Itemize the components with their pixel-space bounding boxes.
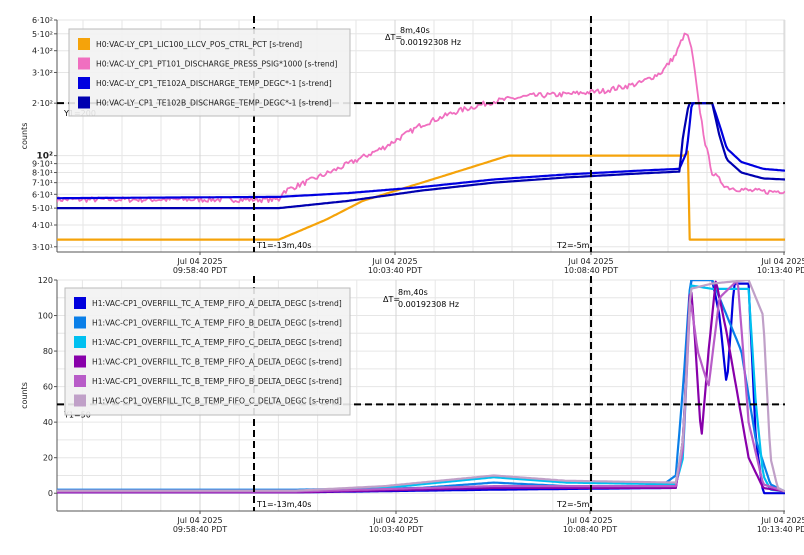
x-tick-label: Jul 04 2025 10:03:40 PDT	[368, 257, 422, 275]
legend-swatch	[78, 96, 90, 109]
legend-swatch	[74, 394, 86, 407]
y-tick-label: 4·10²	[32, 47, 53, 56]
x-tick-label: Jul 04 2025 09:58:40 PDT	[173, 257, 227, 275]
legend-entry[interactable]: H1:VAC-CP1_OVERFILL_TC_A_TEMP_FIFO_C_DEL…	[92, 338, 342, 347]
y-tick-label: 3·10²	[32, 68, 53, 77]
legend-entry[interactable]: H0:VAC-LY_CP1_TE102A_DISCHARGE_TEMP_DEGC…	[96, 79, 332, 88]
series-line-1	[57, 150, 785, 241]
legend-swatch	[74, 375, 86, 387]
legend-swatch	[74, 336, 86, 348]
legend-entry[interactable]: H0:VAC-LY_CP1_LIC100_LLCV_POS_CTRL_PCT […	[96, 40, 302, 49]
y-tick-label: 80	[43, 347, 53, 356]
legend-swatch	[78, 38, 90, 50]
y-axis-label: counts	[20, 123, 29, 150]
y-tick-label: 2·10²	[32, 99, 53, 108]
cursor-t1-label: T1=-13m,40s	[256, 500, 311, 509]
plot-panel-2: 0 20 40 60 80 100 120 counts Jul 04 2025 09:58:40…	[20, 276, 804, 534]
cursor-t1-label: T1=-13m,40s	[256, 241, 311, 250]
y-tick-label: 100	[38, 312, 53, 321]
legend[interactable]: H0:VAC-LY_CP1_LIC100_LLCV_POS_CTRL_PCT […	[68, 28, 351, 117]
y-tick-label: 60	[43, 383, 53, 392]
y-tick-label: 3·10¹	[32, 243, 53, 252]
legend-entry[interactable]: H0:VAC-LY_CP1_TE102B_DISCHARGE_TEMP_DEGC…	[96, 99, 332, 108]
y-tick-label: 120	[38, 276, 53, 285]
y-tick-label: 9·10¹	[32, 160, 53, 169]
legend-entry[interactable]: H1:VAC-CP1_OVERFILL_TC_B_TEMP_FIFO_C_DEL…	[92, 397, 342, 406]
legend-box	[68, 28, 351, 117]
x-tick-label: Jul 04 2025 09:58:40 PDT	[173, 516, 227, 534]
legend-entry[interactable]: H0:VAC-LY_CP1_PT101_DISCHARGE_PRESS_PSIG…	[96, 60, 338, 69]
legend[interactable]: H1:VAC-CP1_OVERFILL_TC_A_TEMP_FIFO_A_DEL…	[64, 287, 351, 416]
legend-entry[interactable]: H1:VAC-CP1_OVERFILL_TC_B_TEMP_FIFO_B_DEL…	[92, 377, 342, 386]
y-axis-label: counts	[20, 382, 29, 409]
y-tick-label: 8·10¹	[32, 169, 53, 178]
series-group	[57, 280, 785, 495]
legend-swatch	[74, 297, 86, 309]
y-tick-label: 6·10²	[32, 16, 53, 25]
series-line-6	[57, 280, 785, 493]
y-tick-label: 20	[43, 454, 53, 463]
delta-label: ΔT=	[385, 33, 402, 42]
cursor-t2-label: T2=-5m	[556, 241, 590, 250]
x-tick-label: Jul 04 2025 10:08:40 PDT	[563, 516, 617, 534]
x-tick-label: Jul 04 2025 10:03:40 PDT	[369, 516, 423, 534]
legend-swatch	[74, 316, 86, 329]
x-tick-label: Jul 04 2025 10:08:40 PDT	[564, 257, 618, 275]
y-tick-label: 5·10¹	[32, 204, 53, 213]
series-line-3	[57, 102, 785, 200]
cursor-t2-label: T2=-5m	[556, 500, 590, 509]
legend-swatch	[78, 57, 90, 70]
y-tick-label: 4·10¹	[32, 221, 53, 230]
series-line-2	[57, 32, 785, 204]
delta-frequency: 0.00192308 Hz	[398, 300, 459, 309]
legend-entry[interactable]: H1:VAC-CP1_OVERFILL_TC_A_TEMP_FIFO_A_DEL…	[92, 299, 342, 308]
delta-time: 8m,40s	[400, 26, 430, 35]
legend-entry[interactable]: H1:VAC-CP1_OVERFILL_TC_A_TEMP_FIFO_B_DEL…	[92, 319, 342, 328]
legend-entry[interactable]: H1:VAC-CP1_OVERFILL_TC_B_TEMP_FIFO_A_DEL…	[92, 358, 342, 367]
legend-box	[64, 287, 351, 416]
y-tick-label: 10²	[37, 152, 54, 162]
y-tick-label: 0	[48, 489, 53, 498]
legend-swatch	[74, 355, 86, 368]
series-line-4	[57, 102, 785, 210]
y-tick-label: 40	[43, 418, 53, 427]
series-group	[57, 32, 785, 241]
delta-frequency: 0.00192308 Hz	[400, 38, 461, 47]
delta-time: 8m,40s	[398, 288, 428, 297]
y-tick-label: 6·10¹	[32, 190, 53, 199]
y-tick-label: 5·10²	[32, 30, 53, 39]
delta-label: ΔT=	[383, 295, 400, 304]
y-tick-label: 7·10¹	[32, 179, 53, 188]
legend-swatch	[78, 77, 90, 89]
